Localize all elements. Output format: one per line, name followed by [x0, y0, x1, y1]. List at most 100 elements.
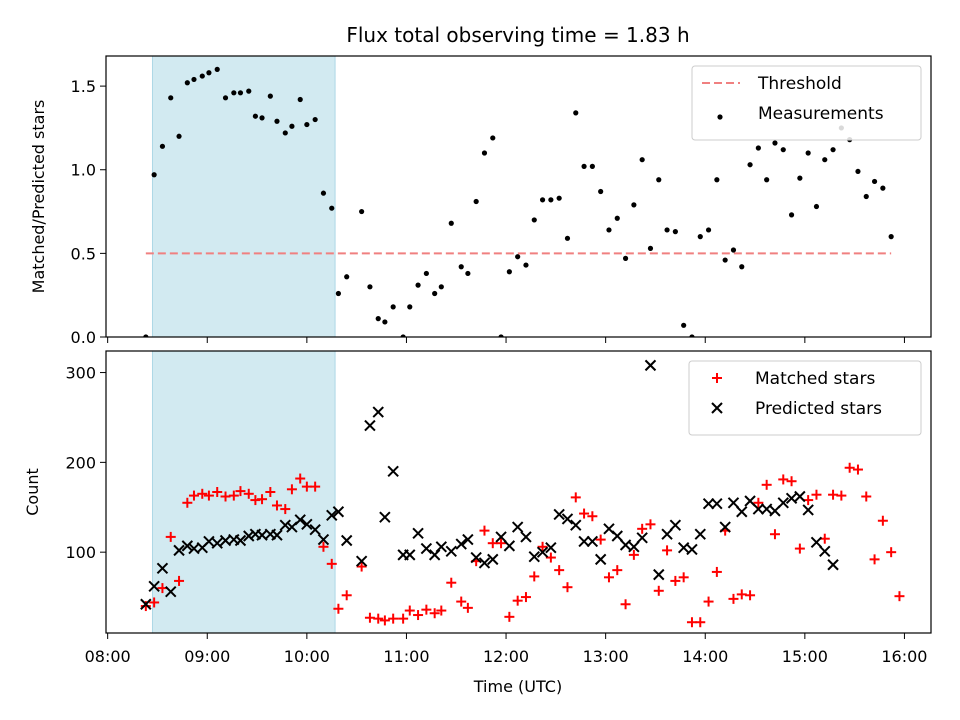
x-b	[294, 514, 306, 526]
x-b	[570, 519, 582, 531]
measurement-point	[705, 227, 712, 233]
measurement-point	[871, 178, 878, 185]
predicted-star-point	[827, 559, 839, 571]
x-b	[243, 530, 255, 542]
x-b	[379, 511, 391, 523]
measurement-point	[788, 212, 795, 218]
matched-star-point	[436, 605, 447, 616]
matched-star-point	[243, 488, 254, 499]
predicted-star-point	[653, 568, 665, 581]
x-b	[520, 531, 532, 543]
matched-star-point	[877, 515, 888, 526]
x-b	[628, 541, 640, 553]
measurement-point	[490, 135, 496, 141]
matched-star-point	[620, 599, 631, 610]
x-b	[636, 532, 648, 544]
x-b	[435, 541, 448, 553]
matched-star-point	[794, 543, 805, 554]
predicted-star-point	[536, 546, 549, 558]
predicted-star-point	[211, 537, 223, 549]
matched-star-point	[695, 617, 706, 628]
predicted-star-point	[372, 406, 384, 418]
legend-label: Threshold	[757, 74, 842, 94]
measurement-point	[473, 198, 479, 205]
measurement-point	[438, 284, 444, 290]
x-b	[203, 535, 215, 548]
predicted-star-point	[570, 519, 582, 531]
x-b	[462, 533, 474, 546]
matched-star-point	[446, 577, 457, 588]
measurement-point	[151, 172, 157, 178]
measurement-point	[481, 150, 488, 156]
matched-star-point	[333, 603, 344, 614]
predicted-star-point	[794, 490, 806, 503]
matched-star-point	[341, 590, 352, 601]
measurement-point	[415, 282, 421, 288]
measurement-point	[772, 140, 778, 146]
matched-star-point	[212, 487, 223, 497]
matched-star-point	[595, 534, 606, 545]
predicted-star-point	[727, 497, 740, 509]
matched-star-point	[520, 592, 531, 603]
plot-area	[140, 359, 905, 628]
measurement-point	[639, 157, 645, 163]
predicted-star-point	[470, 551, 482, 564]
matched-star-point	[603, 572, 614, 583]
measurement-point	[780, 147, 786, 153]
measurement-point	[407, 304, 413, 310]
predicted-star-point	[332, 506, 345, 518]
x-b	[219, 534, 232, 547]
predicted-star-point	[445, 545, 457, 557]
matched-star-point	[388, 613, 399, 624]
matched-star-point	[182, 497, 193, 508]
matched-star-point	[203, 490, 214, 501]
predicted-star-point	[279, 519, 291, 531]
measurement-point	[805, 150, 811, 156]
predicted-star-point	[387, 465, 399, 478]
predicted-star-point	[677, 541, 690, 554]
legend: Matched stars Predicted stars	[688, 360, 922, 436]
predicted-star-point	[203, 535, 215, 548]
x-b	[372, 406, 384, 418]
x-b	[727, 497, 740, 509]
matched-star-point	[429, 608, 440, 619]
x-tick-label: 16:00	[881, 647, 927, 666]
matched-star-point	[786, 476, 797, 487]
x-b	[317, 533, 330, 546]
measurement-point	[714, 177, 720, 183]
x-b	[785, 492, 798, 504]
x-b	[511, 521, 524, 533]
measurement-point	[246, 88, 252, 94]
measurement-point	[267, 93, 273, 99]
matched-star-point	[149, 597, 160, 608]
x-b	[256, 529, 268, 541]
matched-star-point	[587, 511, 598, 522]
matched-star-point	[265, 487, 276, 497]
measurement-point	[888, 234, 894, 240]
axes-frame	[105, 350, 932, 634]
measurement-point	[614, 215, 620, 221]
y-tick-label: 100	[65, 543, 96, 562]
measurement-point	[747, 162, 753, 168]
predicted-star-point	[628, 541, 640, 553]
x-b	[536, 546, 549, 558]
predicted-star-point	[661, 528, 673, 540]
measurement-point	[259, 115, 265, 121]
legend-box	[688, 360, 922, 436]
matched-star-point	[811, 489, 822, 500]
matched-star-point	[228, 490, 239, 501]
measurement-point	[656, 177, 662, 183]
measurement-point	[631, 202, 637, 208]
measurement-point	[312, 116, 318, 123]
measurement-point	[523, 262, 529, 268]
matched-star-point	[271, 500, 282, 511]
matched-star-point	[678, 572, 689, 583]
x-b	[711, 497, 723, 510]
x-tick-label: 10:00	[284, 647, 330, 666]
predicted-star-point	[294, 514, 306, 526]
x-b	[332, 506, 345, 518]
x-tick-label: 12:00	[483, 647, 529, 666]
measurement-point	[855, 168, 861, 175]
x-b	[470, 551, 482, 564]
x-b	[445, 545, 457, 557]
